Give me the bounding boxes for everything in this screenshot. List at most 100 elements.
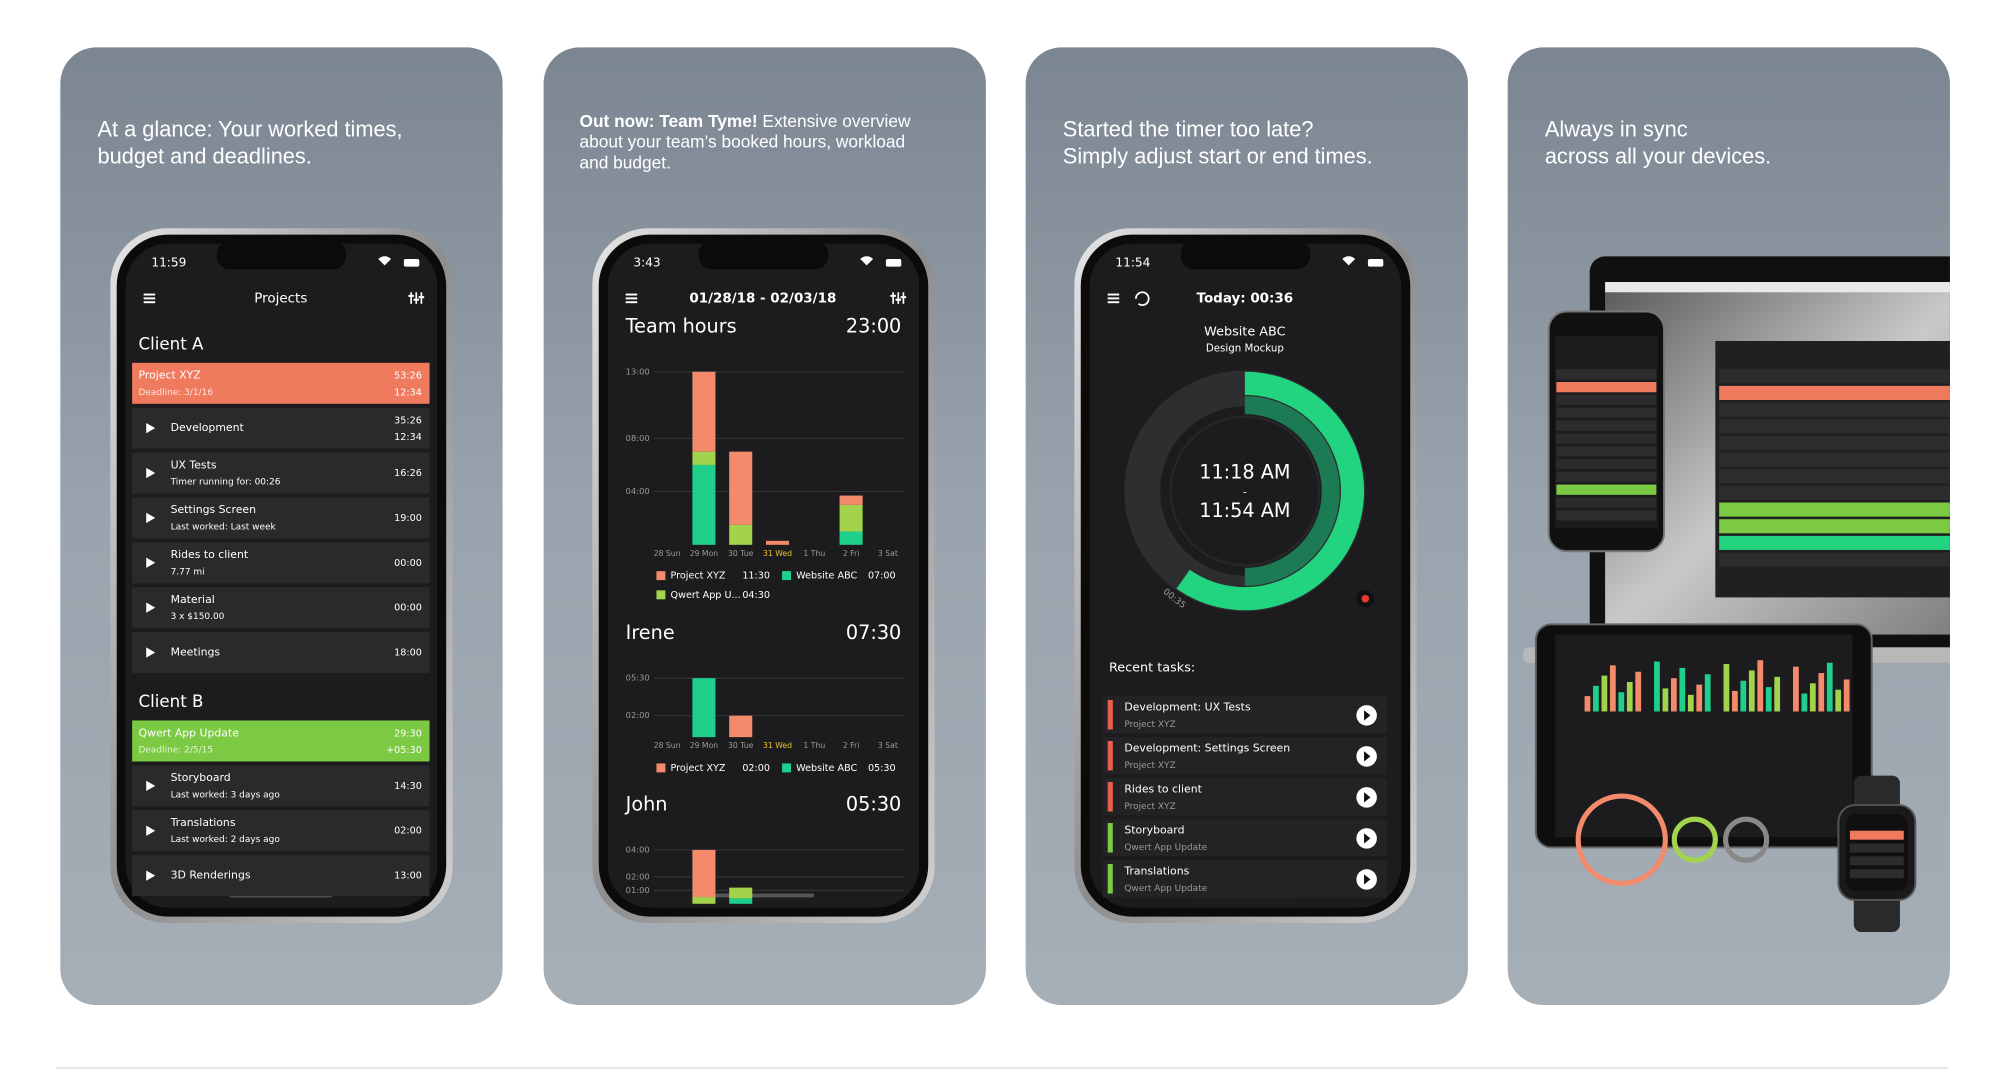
- project-row[interactable]: [132, 810, 430, 852]
- x-tick-label: 31 Wed: [763, 741, 792, 750]
- small-phone-row: [1556, 407, 1657, 418]
- caption-text: Extensive overview: [758, 110, 911, 130]
- project-time: 35:26: [394, 415, 422, 426]
- menu-icon: [625, 301, 638, 304]
- filter-icon: [413, 298, 420, 301]
- menu-icon: [143, 301, 156, 304]
- x-tick-label: 28 Sun: [654, 549, 681, 558]
- filter-icon: [408, 294, 414, 297]
- project-time: 16:26: [394, 468, 422, 479]
- tablet-ring: [1723, 816, 1770, 863]
- legend-name: Website ABC: [796, 571, 857, 582]
- row-icon: [146, 602, 156, 613]
- recent-color: [1107, 699, 1113, 730]
- small-phone-row: [1556, 458, 1657, 470]
- legend-swatch: [656, 763, 666, 773]
- legend-total: 11:30: [742, 571, 770, 582]
- x-tick-label: 30 Tue: [728, 549, 754, 558]
- project-name: Rides to client: [171, 548, 249, 561]
- project-row[interactable]: [132, 765, 430, 807]
- project-row[interactable]: [132, 452, 430, 494]
- recent-color: [1107, 740, 1113, 771]
- project-row[interactable]: [132, 542, 430, 584]
- row-icon: [146, 870, 156, 881]
- status-time: 3:43: [633, 255, 660, 269]
- bar-segment: [729, 524, 753, 545]
- x-tick-label: 29 Mon: [690, 549, 719, 558]
- filter-icon: [900, 296, 907, 299]
- chart-total: 23:00: [846, 314, 901, 337]
- legend-swatch: [782, 571, 792, 581]
- row-icon: [146, 557, 156, 568]
- app-row: [1719, 469, 1950, 484]
- project-row[interactable]: [132, 587, 430, 629]
- recent-row[interactable]: [1102, 696, 1388, 734]
- project-detail: Last worked: Last week: [171, 522, 277, 532]
- timer-start: 11:18 AM: [1199, 461, 1290, 484]
- bar-segment: [765, 540, 790, 545]
- legend-total: 07:00: [868, 571, 896, 582]
- x-tick-label: 2 Fri: [843, 741, 860, 750]
- timer-arc-inner: [1244, 396, 1340, 586]
- menu-icon: [625, 297, 638, 300]
- watch-row: [1849, 830, 1904, 840]
- timer-arc: [1176, 371, 1365, 611]
- tablet-bar: [1765, 687, 1772, 712]
- filter-icon: [890, 294, 896, 297]
- x-tick-label: 1 Thu: [803, 549, 825, 558]
- timer-end: 11:54 AM: [1199, 499, 1290, 522]
- row-icon: [146, 423, 156, 434]
- tablet-bar: [1609, 665, 1616, 712]
- screen-title: Today: 00:36: [1197, 292, 1294, 307]
- laptop-menubar: [1605, 282, 1950, 293]
- recent-name: Development: UX Tests: [1124, 701, 1251, 714]
- project-name: Storyboard: [171, 771, 231, 784]
- project-time: 53:26: [394, 371, 422, 382]
- project-row[interactable]: [132, 407, 430, 449]
- devices: [1523, 256, 1950, 932]
- small-phone-row: [1556, 471, 1657, 483]
- x-tick-label: 28 Sun: [654, 741, 681, 750]
- project-row[interactable]: [132, 497, 430, 539]
- x-tick-label: 3 Sat: [878, 741, 898, 750]
- x-tick-label: 2 Fri: [843, 549, 860, 558]
- play-icon: [1364, 710, 1371, 721]
- tablet-ring: [1671, 816, 1718, 863]
- recent-project: Project XYZ: [1124, 761, 1175, 771]
- app-row: [1719, 552, 1950, 567]
- recent-row[interactable]: [1102, 778, 1388, 816]
- project-row[interactable]: [132, 632, 430, 674]
- recent-name: Translations: [1123, 865, 1189, 878]
- project-row[interactable]: [132, 855, 430, 897]
- client-name: Client B: [139, 692, 204, 711]
- menu-icon: [1107, 293, 1120, 296]
- project-time: 12:34: [394, 387, 422, 398]
- project-row[interactable]: [132, 720, 430, 762]
- app-row: [1719, 419, 1950, 434]
- tablet-bar: [1662, 688, 1669, 712]
- play-icon: [1364, 833, 1371, 844]
- x-tick-label: 1 Thu: [803, 741, 825, 750]
- project-time: 18:00: [394, 648, 422, 659]
- bar-segment: [692, 849, 716, 898]
- project-time: 19:00: [394, 513, 422, 524]
- screen-title: 01/28/18 - 02/03/18: [689, 292, 836, 307]
- menu-icon: [625, 293, 638, 296]
- bar-segment: [692, 451, 716, 465]
- recent-row[interactable]: [1102, 819, 1388, 857]
- app-row: [1719, 402, 1950, 417]
- recent-row[interactable]: [1102, 737, 1388, 775]
- menu-icon: [143, 293, 156, 296]
- tablet-bar: [1593, 685, 1599, 712]
- bar-segment: [729, 715, 753, 738]
- timer-project: Website ABC: [1204, 325, 1285, 340]
- filter-icon: [410, 292, 412, 304]
- recent-name: Storyboard: [1124, 824, 1184, 837]
- bar-segment: [692, 371, 716, 452]
- chart-title: Team hours: [625, 314, 737, 337]
- project-row[interactable]: [132, 362, 430, 404]
- project-detail: Timer running for: 00:26: [170, 478, 281, 488]
- project-detail: 3 x $150.00: [171, 612, 225, 622]
- recent-row[interactable]: [1102, 860, 1388, 898]
- tablet-bar: [1809, 683, 1816, 712]
